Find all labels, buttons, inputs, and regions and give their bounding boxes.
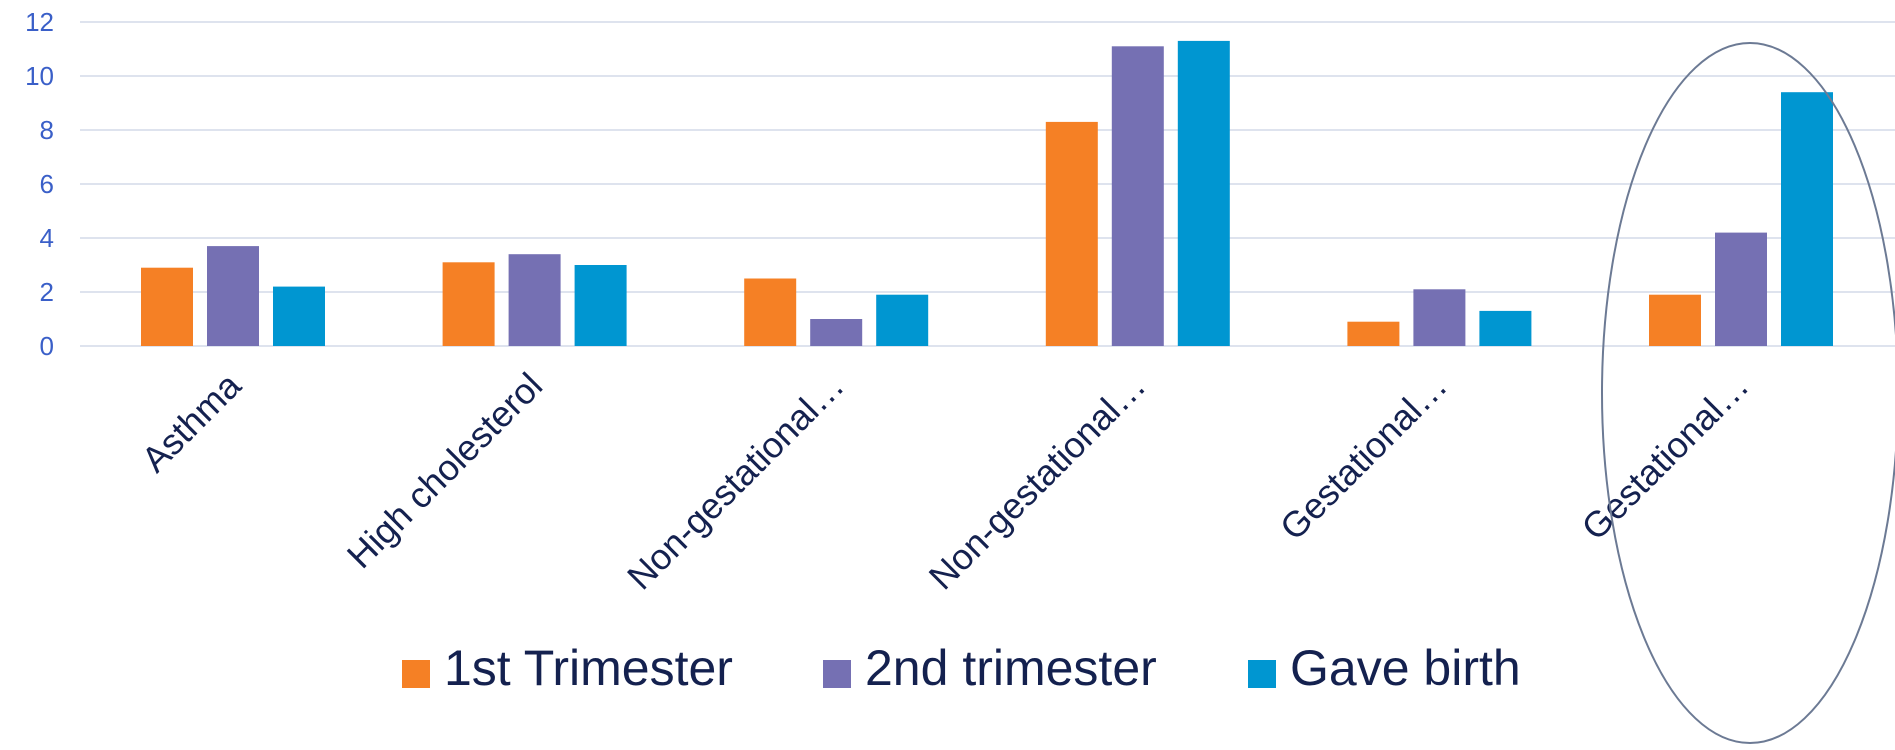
category-label: Gestational… [1573, 365, 1756, 548]
y-tick-label: 12 [25, 7, 54, 37]
category-label: Non-gestational… [921, 365, 1154, 598]
bar-1st-trimester-1 [442, 262, 495, 346]
legend-swatch [402, 660, 430, 688]
bar-2nd-trimester-5 [1715, 232, 1767, 346]
category-label: Gestational… [1272, 365, 1455, 548]
bar-2nd-trimester-4 [1413, 289, 1466, 346]
legend-item: Gave birth [1248, 640, 1521, 696]
x-axis-category-labels: Asthma High cholesterol Non-gestational… No… [133, 364, 1756, 597]
bar-gave-birth-3 [1177, 40, 1230, 347]
legend-swatch [1248, 660, 1276, 688]
legend-label: 2nd trimester [865, 640, 1157, 696]
bar-2nd-trimester-0 [207, 246, 259, 346]
bar-1st-trimester-2 [744, 278, 797, 346]
legend-label: Gave birth [1290, 640, 1521, 696]
y-tick-label: 2 [40, 277, 54, 307]
highlight-annotation [1601, 42, 1895, 744]
highlight-ellipse [1601, 42, 1895, 744]
y-tick-label: 10 [25, 61, 54, 91]
gridlines [80, 21, 1895, 347]
bar-gave-birth-4 [1479, 310, 1532, 346]
bar-gave-birth-2 [876, 294, 929, 346]
y-tick-label: 4 [40, 223, 54, 253]
bar-2nd-trimester-1 [508, 254, 561, 346]
bar-2nd-trimester-2 [810, 319, 863, 346]
category-label: Asthma [133, 364, 249, 480]
category-label: High cholesterol [339, 365, 551, 577]
legend: 1st Trimester 2nd trimester Gave birth [402, 640, 1521, 696]
bar-1st-trimester-5 [1649, 294, 1701, 346]
bar-1st-trimester-4 [1347, 321, 1400, 346]
bar-2nd-trimester-3 [1111, 46, 1164, 347]
y-tick-label: 8 [40, 115, 54, 145]
legend-label: 1st Trimester [444, 640, 733, 696]
y-axis-tick-labels: 0 2 4 6 8 10 12 [25, 7, 54, 361]
legend-item: 2nd trimester [823, 640, 1157, 696]
bar-1st-trimester-3 [1045, 121, 1098, 347]
category-label: Non-gestational… [619, 365, 852, 598]
y-tick-label: 6 [40, 169, 54, 199]
bars [141, 40, 1833, 347]
bar-1st-trimester-0 [141, 267, 193, 346]
bar-gave-birth-1 [574, 265, 627, 346]
legend-swatch [823, 660, 851, 688]
y-tick-label: 0 [40, 331, 54, 361]
bar-gave-birth-5 [1781, 92, 1833, 346]
bar-gave-birth-0 [273, 286, 325, 346]
legend-item: 1st Trimester [402, 640, 733, 696]
